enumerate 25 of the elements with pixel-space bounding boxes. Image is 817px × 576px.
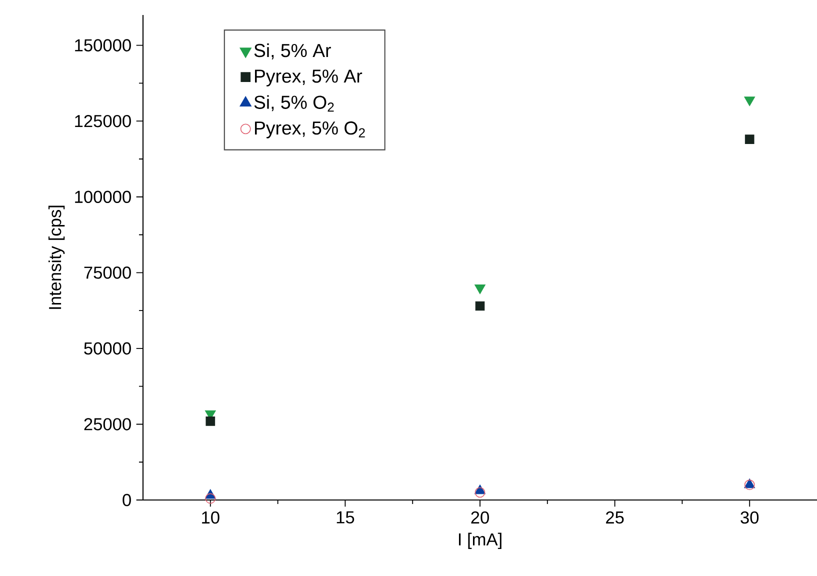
point <box>206 416 216 426</box>
x-tick-label: 30 <box>740 511 759 524</box>
x-tick-label: 25 <box>606 511 624 524</box>
y-tick-label: 150000 <box>75 39 131 52</box>
point <box>744 96 756 106</box>
legend-label: Pyrex, 5% Ar <box>255 70 362 86</box>
point <box>205 493 216 504</box>
y-tick-label: 100000 <box>75 190 131 204</box>
legend-label: Pyrex, 5% O$_{2}$ <box>255 121 365 138</box>
y-tick-label: 75000 <box>84 266 131 279</box>
x-axis-title: I [mA] <box>458 532 502 549</box>
y-tick-label: 50000 <box>84 342 131 355</box>
y-tick-label: 25000 <box>84 418 131 430</box>
point <box>475 301 485 311</box>
legend-label: Si, 5% Ar <box>254 43 331 60</box>
point <box>744 134 754 144</box>
x-tick-label: 15 <box>336 511 354 524</box>
y-axis-title: Intensity [cps] <box>48 206 65 309</box>
y-tick-label: 125000 <box>75 114 131 128</box>
point <box>474 487 486 498</box>
x-tick-label: 20 <box>471 511 489 524</box>
x-tick-label: 10 <box>202 511 220 524</box>
point <box>474 284 486 294</box>
legend-label: Si, 5% O$_{2}$ <box>254 95 334 112</box>
y-tick-label: 0 <box>122 494 131 506</box>
